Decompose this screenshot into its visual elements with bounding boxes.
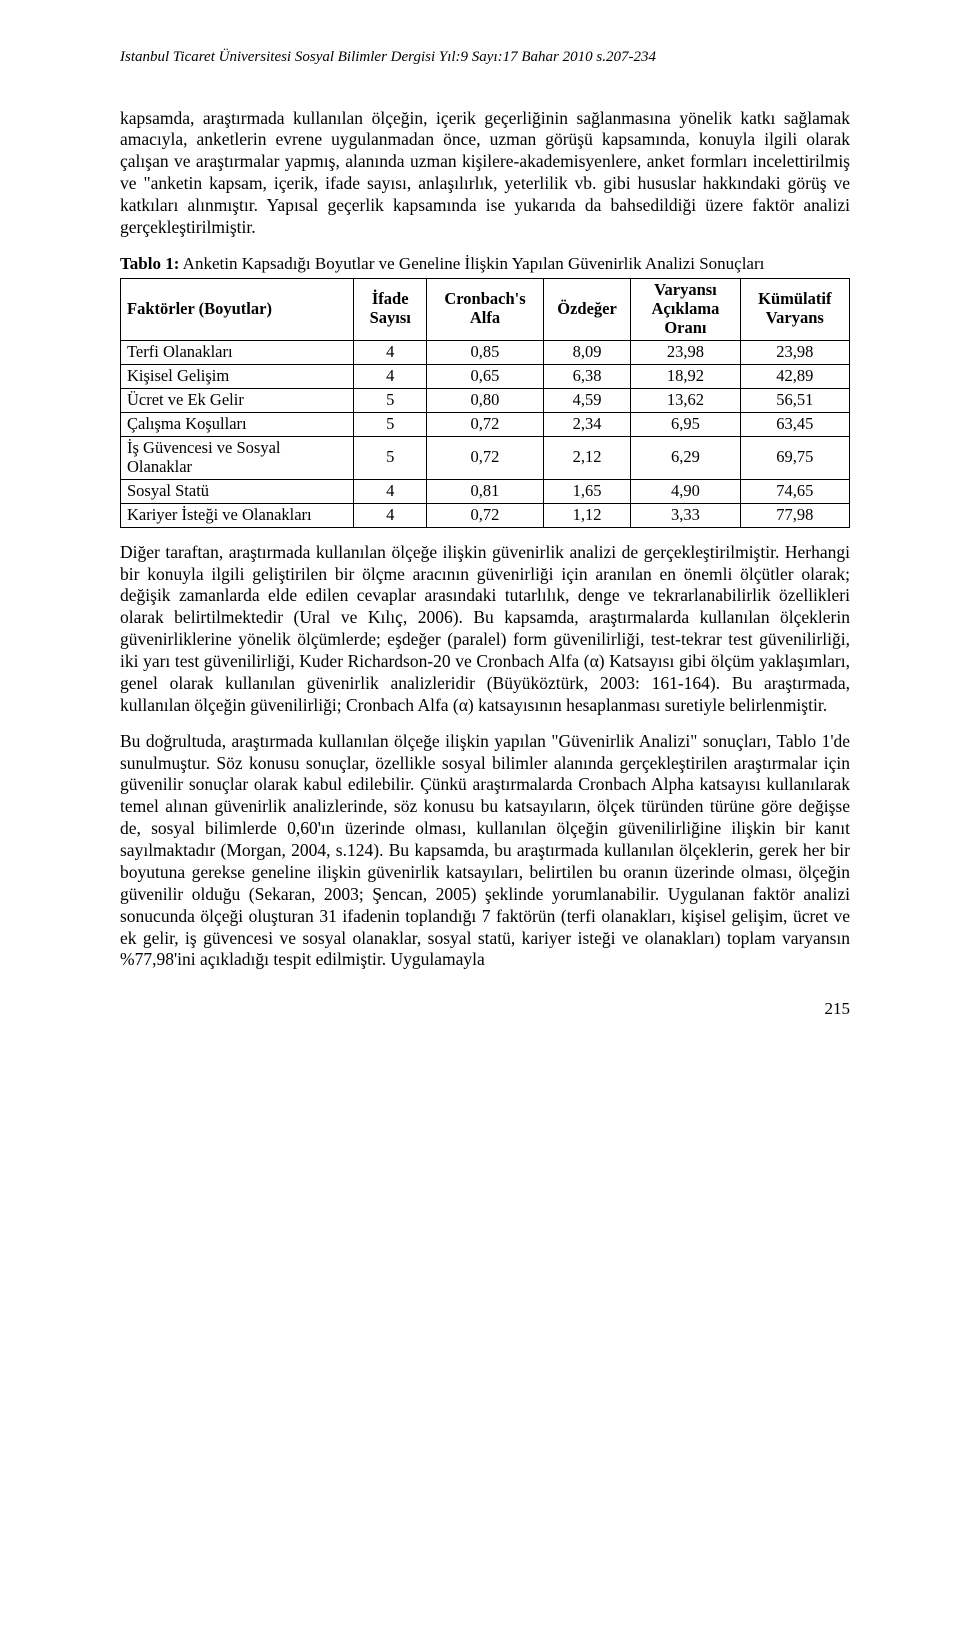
table-caption-text: Anketin Kapsadığı Boyutlar ve Geneline İ… [179, 254, 764, 273]
table-cell: 2,34 [543, 412, 630, 436]
body-paragraph-2: Diğer taraftan, araştırmada kullanılan ö… [120, 542, 850, 717]
running-head: Istanbul Ticaret Üniversitesi Sosyal Bil… [120, 48, 850, 68]
table-cell: 56,51 [740, 388, 849, 412]
table-cell: 0,72 [427, 436, 544, 479]
table-cell: Kişisel Gelişim [121, 364, 354, 388]
table-cell: 6,95 [631, 412, 740, 436]
table-cell: 5 [354, 412, 427, 436]
table-cell: 1,65 [543, 479, 630, 503]
table-row: Ücret ve Ek Gelir50,804,5913,6256,51 [121, 388, 850, 412]
table-row: Çalışma Koşulları50,722,346,9563,45 [121, 412, 850, 436]
table-cell: 4 [354, 503, 427, 527]
table-row: Kariyer İsteği ve Olanakları40,721,123,3… [121, 503, 850, 527]
table-cell: 4 [354, 479, 427, 503]
table-cell: Sosyal Statü [121, 479, 354, 503]
table-cell: Çalışma Koşulları [121, 412, 354, 436]
table-cell: 18,92 [631, 364, 740, 388]
table-cell: 1,12 [543, 503, 630, 527]
table-cell: İş Güvencesi ve Sosyal Olanaklar [121, 436, 354, 479]
table-cell: 4,59 [543, 388, 630, 412]
table-cell: 0,72 [427, 412, 544, 436]
table-row: Sosyal Statü40,811,654,9074,65 [121, 479, 850, 503]
table-cell: 74,65 [740, 479, 849, 503]
reliability-table: Faktörler (Boyutlar)İfade SayısıCronbach… [120, 278, 850, 528]
table-header-cell: Cronbach's Alfa [427, 279, 544, 341]
table-row: İş Güvencesi ve Sosyal Olanaklar50,722,1… [121, 436, 850, 479]
table-cell: 23,98 [740, 340, 849, 364]
page-number: 215 [120, 999, 850, 1019]
intro-paragraph: kapsamda, araştırmada kullanılan ölçeğin… [120, 108, 850, 239]
table-row: Terfi Olanakları40,858,0923,9823,98 [121, 340, 850, 364]
table-row: Kişisel Gelişim40,656,3818,9242,89 [121, 364, 850, 388]
table-cell: 13,62 [631, 388, 740, 412]
table-cell: 0,85 [427, 340, 544, 364]
table-cell: Ücret ve Ek Gelir [121, 388, 354, 412]
table-header-cell: Kümülatif Varyans [740, 279, 849, 341]
table-caption: Tablo 1: Anketin Kapsadığı Boyutlar ve G… [120, 253, 850, 274]
body-paragraph-3: Bu doğrultuda, araştırmada kullanılan öl… [120, 731, 850, 972]
table-cell: 5 [354, 388, 427, 412]
table-header-cell: Özdeğer [543, 279, 630, 341]
table-caption-label: Tablo 1: [120, 254, 179, 273]
table-cell: 77,98 [740, 503, 849, 527]
table-cell: 2,12 [543, 436, 630, 479]
table-cell: 4 [354, 364, 427, 388]
table-header-row: Faktörler (Boyutlar)İfade SayısıCronbach… [121, 279, 850, 341]
table-cell: 0,81 [427, 479, 544, 503]
table-cell: 4,90 [631, 479, 740, 503]
table-cell: 6,38 [543, 364, 630, 388]
table-header-cell: Varyansı Açıklama Oranı [631, 279, 740, 341]
table-cell: 23,98 [631, 340, 740, 364]
table-cell: Terfi Olanakları [121, 340, 354, 364]
table-cell: 42,89 [740, 364, 849, 388]
table-cell: 5 [354, 436, 427, 479]
table-cell: 69,75 [740, 436, 849, 479]
table-cell: 0,65 [427, 364, 544, 388]
table-header-cell: Faktörler (Boyutlar) [121, 279, 354, 341]
table-cell: 4 [354, 340, 427, 364]
table-cell: 8,09 [543, 340, 630, 364]
table-cell: 0,72 [427, 503, 544, 527]
table-header-cell: İfade Sayısı [354, 279, 427, 341]
table-cell: 3,33 [631, 503, 740, 527]
table-cell: 6,29 [631, 436, 740, 479]
table-cell: 63,45 [740, 412, 849, 436]
table-cell: Kariyer İsteği ve Olanakları [121, 503, 354, 527]
table-cell: 0,80 [427, 388, 544, 412]
